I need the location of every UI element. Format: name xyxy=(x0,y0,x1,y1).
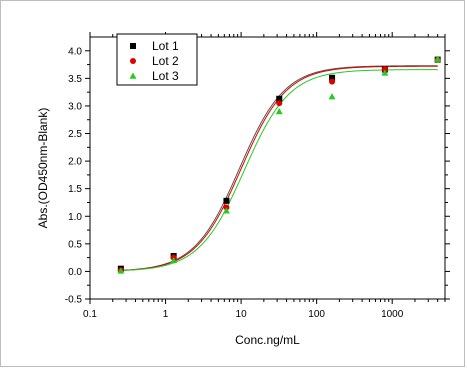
x-tick-label: 0.1 xyxy=(83,309,97,320)
legend-label-lot-2: Lot 2 xyxy=(152,54,179,68)
legend-label-lot-3: Lot 3 xyxy=(152,69,179,83)
data-point-lot-1 xyxy=(276,95,283,102)
x-tick-label: 1000 xyxy=(381,309,404,320)
y-tick-label: 3.0 xyxy=(68,101,82,112)
y-tick-label: 4.0 xyxy=(68,46,82,57)
legend-marker-lot-1 xyxy=(130,43,136,49)
x-tick-label: 100 xyxy=(308,309,325,320)
data-point-lot-3 xyxy=(275,108,283,115)
y-tick-label: 2.5 xyxy=(68,129,82,140)
x-tick-label: 1 xyxy=(163,309,169,320)
data-point-lot-2 xyxy=(329,78,336,85)
y-axis-title: Abs.(OD450nm-Blank) xyxy=(36,108,50,229)
data-point-lot-1 xyxy=(223,197,230,204)
data-point-lot-3 xyxy=(223,207,230,214)
data-point-lot-3 xyxy=(170,256,178,264)
data-point-lot-3 xyxy=(117,267,125,274)
data-point-lot-3 xyxy=(381,69,389,76)
legend-marker-lot-3 xyxy=(129,72,137,79)
legend-marker-lot-2 xyxy=(130,58,136,64)
data-points xyxy=(117,55,442,274)
y-tick-label: -0.5 xyxy=(65,295,83,306)
y-tick-label: 1.0 xyxy=(68,212,82,223)
y-tick-label: 3.5 xyxy=(68,74,82,85)
data-point-lot-3 xyxy=(328,93,336,100)
data-point-lot-3 xyxy=(434,55,442,62)
y-tick-label: 0.0 xyxy=(68,267,82,278)
data-point-lot-2 xyxy=(276,100,283,107)
y-tick-label: 2.0 xyxy=(68,157,82,168)
y-tick-label: 0.5 xyxy=(68,239,82,250)
legend-box xyxy=(116,33,198,86)
y-tick-label: 1.5 xyxy=(68,184,82,195)
x-tick-label: 10 xyxy=(236,309,248,320)
x-axis-title: Conc.ng/mL xyxy=(235,333,300,347)
legend-label-lot-1: Lot 1 xyxy=(152,39,179,53)
data-point-lot-1 xyxy=(329,74,336,81)
